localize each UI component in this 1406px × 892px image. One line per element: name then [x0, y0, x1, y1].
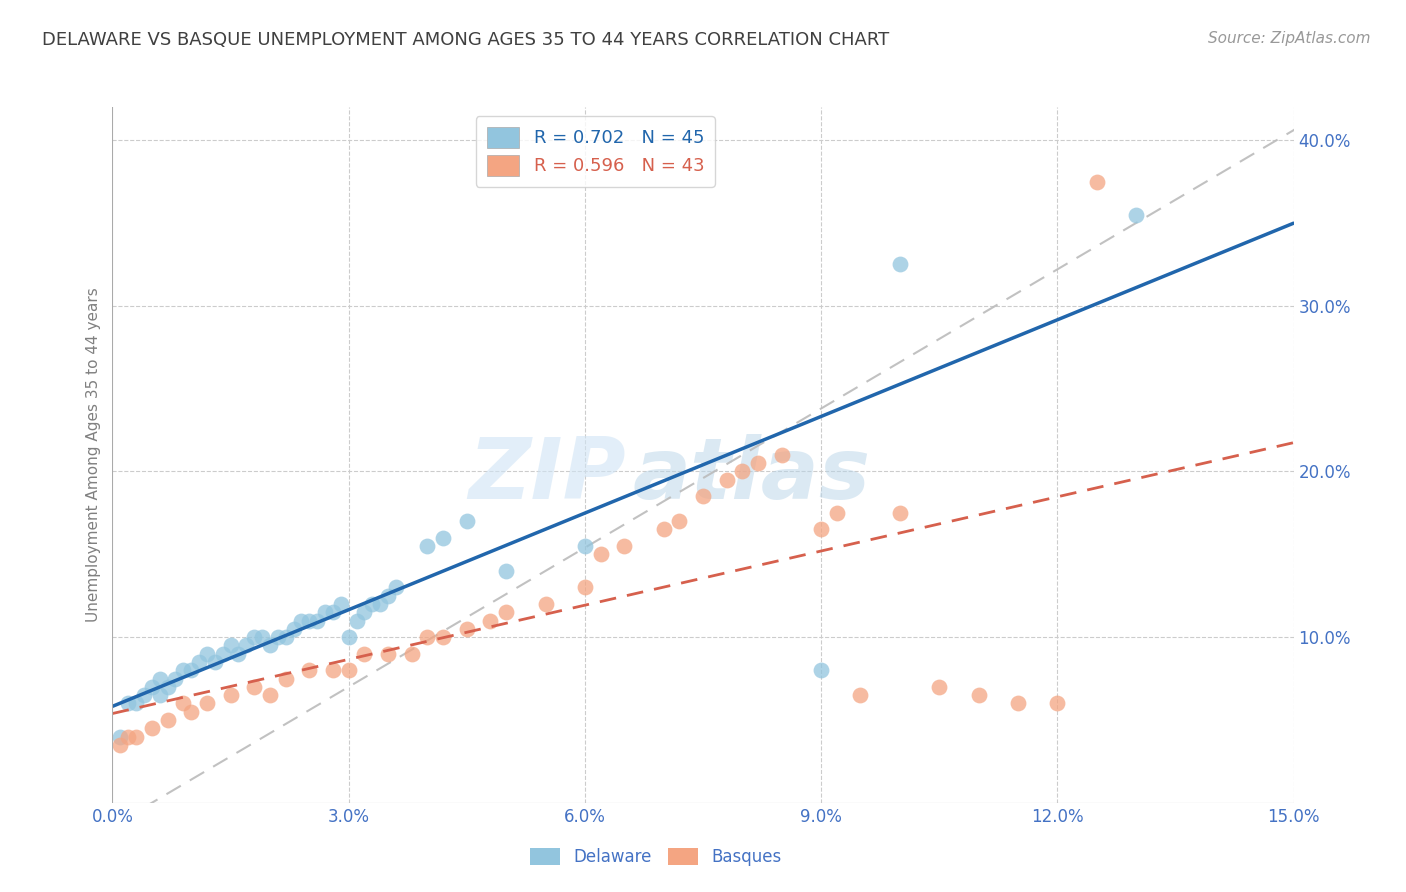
Point [889, 506, 911, 520]
Point [432, 531, 454, 545]
Point [259, 639, 281, 653]
Point [456, 622, 478, 636]
Point [770, 448, 793, 462]
Point [259, 688, 281, 702]
Legend: Delaware, Basques: Delaware, Basques [522, 839, 790, 874]
Point [228, 647, 250, 661]
Point [290, 614, 312, 628]
Point [156, 680, 179, 694]
Point [668, 514, 690, 528]
Point [385, 581, 408, 595]
Point [849, 688, 872, 702]
Point [195, 697, 218, 711]
Point [377, 589, 399, 603]
Point [613, 539, 636, 553]
Point [125, 697, 148, 711]
Point [928, 680, 950, 694]
Point [188, 655, 211, 669]
Point [165, 672, 187, 686]
Point [219, 688, 242, 702]
Point [810, 523, 832, 537]
Point [274, 630, 297, 644]
Point [141, 721, 163, 735]
Point [307, 614, 329, 628]
Point [156, 713, 179, 727]
Point [1125, 208, 1147, 222]
Point [692, 489, 714, 503]
Text: DELAWARE VS BASQUE UNEMPLOYMENT AMONG AGES 35 TO 44 YEARS CORRELATION CHART: DELAWARE VS BASQUE UNEMPLOYMENT AMONG AG… [42, 31, 890, 49]
Point [243, 680, 266, 694]
Point [132, 688, 155, 702]
Point [574, 581, 596, 595]
Point [235, 639, 257, 653]
Point [110, 730, 132, 744]
Point [149, 688, 172, 702]
Point [274, 672, 297, 686]
Text: ZIP: ZIP [468, 434, 626, 517]
Point [322, 663, 344, 677]
Point [825, 506, 848, 520]
Point [747, 456, 769, 470]
Point [110, 738, 132, 752]
Point [298, 614, 321, 628]
Point [589, 547, 612, 561]
Point [1085, 175, 1108, 189]
Point [368, 597, 391, 611]
Point [180, 705, 202, 719]
Point [125, 730, 148, 744]
Point [172, 697, 194, 711]
Point [574, 539, 596, 553]
Point [652, 523, 675, 537]
Point [219, 639, 242, 653]
Point [337, 663, 360, 677]
Point [416, 539, 439, 553]
Point [810, 663, 832, 677]
Point [329, 597, 352, 611]
Point [322, 605, 344, 619]
Y-axis label: Unemployment Among Ages 35 to 44 years: Unemployment Among Ages 35 to 44 years [86, 287, 101, 623]
Point [479, 614, 502, 628]
Point [314, 605, 336, 619]
Point [141, 680, 163, 694]
Text: atlas: atlas [633, 434, 870, 517]
Point [180, 663, 202, 677]
Point [731, 465, 754, 479]
Point [172, 663, 194, 677]
Point [283, 622, 305, 636]
Point [337, 630, 360, 644]
Point [195, 647, 218, 661]
Point [495, 564, 517, 578]
Point [117, 697, 139, 711]
Point [495, 605, 517, 619]
Point [432, 630, 454, 644]
Point [211, 647, 233, 661]
Point [204, 655, 226, 669]
Point [243, 630, 266, 644]
Point [1046, 697, 1069, 711]
Point [889, 257, 911, 271]
Point [1007, 697, 1029, 711]
Point [353, 647, 375, 661]
Point [716, 473, 738, 487]
Point [401, 647, 423, 661]
Point [361, 597, 384, 611]
Point [117, 730, 139, 744]
Point [298, 663, 321, 677]
Point [149, 672, 172, 686]
Point [456, 514, 478, 528]
Point [267, 630, 290, 644]
Point [416, 630, 439, 644]
Point [346, 614, 368, 628]
Point [353, 605, 375, 619]
Point [377, 647, 399, 661]
Point [534, 597, 557, 611]
Point [250, 630, 273, 644]
Text: Source: ZipAtlas.com: Source: ZipAtlas.com [1208, 31, 1371, 46]
Point [967, 688, 990, 702]
